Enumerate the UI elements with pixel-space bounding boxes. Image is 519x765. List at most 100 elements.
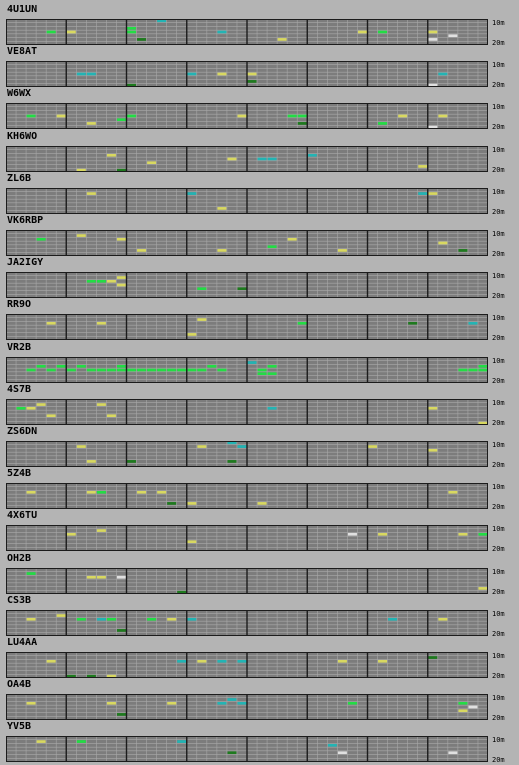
spot-cell [127, 26, 137, 30]
spot-cell [76, 168, 86, 172]
spot-cell [127, 83, 137, 87]
station-callsign: OH2B [7, 552, 32, 564]
spot-cell [448, 34, 458, 38]
spot-cell [96, 403, 106, 406]
station-callsign: 4U1UN [7, 4, 38, 15]
station-callsign: YV5B [7, 721, 32, 733]
spot-cell [147, 160, 157, 164]
spot-cell [307, 153, 317, 157]
spot-grid [6, 694, 488, 721]
spot-cell [116, 276, 126, 280]
spot-cell [247, 360, 257, 364]
band-label-20m: 20m [492, 714, 505, 723]
spot-cell [96, 617, 106, 621]
spot-cell [116, 575, 126, 579]
spot-cell [438, 241, 448, 245]
grid-border [6, 187, 488, 214]
spot-cell [36, 740, 46, 744]
station-row: 4S7B 10m 20m [0, 384, 519, 427]
spot-cell [167, 502, 177, 505]
spot-cell [167, 702, 177, 705]
spot-cell [378, 30, 388, 34]
spot-cell [106, 702, 116, 705]
band-label-20m: 20m [492, 545, 505, 554]
spot-cell [26, 406, 36, 410]
spot-cell [257, 157, 267, 160]
spot-cell [347, 702, 357, 705]
spot-cell [86, 122, 96, 126]
spot-cell [187, 540, 197, 544]
spot-cell [468, 368, 478, 371]
spot-cell [86, 192, 96, 195]
spot-cell [86, 674, 96, 678]
band-label-10m: 10m [492, 736, 505, 745]
spot-cell [106, 368, 116, 371]
spot-cell [56, 115, 66, 118]
spot-cell [96, 368, 106, 371]
spot-grid-canvas [6, 145, 488, 172]
spot-cell [428, 30, 438, 34]
band-label-20m: 20m [492, 292, 505, 301]
grid-border [6, 525, 488, 552]
spot-grid [6, 398, 488, 425]
spot-cell [137, 38, 147, 41]
spot-cell [388, 617, 398, 621]
spot-cell [116, 168, 126, 172]
spot-cell [337, 659, 347, 663]
band-label-10m: 10m [492, 441, 505, 449]
spot-cell [127, 115, 137, 118]
spot-cell [247, 72, 257, 76]
spot-cell [227, 441, 237, 445]
spot-grid-canvas [6, 736, 488, 763]
spot-cell [116, 237, 126, 241]
spot-cell [36, 403, 46, 406]
spot-cell [458, 533, 468, 537]
band-label-20m: 20m [492, 672, 505, 680]
spot-grid-canvas [6, 694, 488, 721]
station-row: 5Z4B 10m 20m [0, 468, 519, 511]
spot-cell [227, 157, 237, 160]
spot-cell [428, 83, 438, 87]
spot-cell [187, 333, 197, 337]
spot-cell [46, 30, 56, 34]
spot-cell [197, 287, 207, 291]
spot-cell [458, 368, 468, 371]
spot-grid [6, 441, 488, 467]
spot-cell [277, 38, 287, 41]
spot-grid [6, 652, 488, 678]
band-label-10m: 10m [492, 19, 505, 27]
spot-cell [458, 702, 468, 705]
band-label-10m: 10m [492, 230, 505, 238]
spot-cell [86, 460, 96, 463]
spot-cell [297, 122, 307, 126]
station-row: LU4AA 10m 20m [0, 637, 519, 680]
spot-grid [6, 61, 488, 88]
spot-cell [86, 575, 96, 579]
band-label-10m: 10m [492, 652, 505, 660]
station-callsign: LU4AA [7, 637, 38, 648]
spot-cell [187, 368, 197, 371]
spot-cell [327, 744, 337, 748]
station-callsign: VR2B [7, 341, 32, 353]
spot-grid [6, 567, 488, 594]
spot-cell [137, 491, 147, 494]
band-label-10m: 10m [492, 694, 505, 703]
spot-cell [257, 502, 267, 505]
spot-grid [6, 103, 488, 130]
spot-cell [86, 368, 96, 371]
station-row: RR9O 10m 20m [0, 299, 519, 342]
spot-cell [127, 368, 137, 371]
spot-cell [76, 72, 86, 76]
spot-cell [267, 406, 277, 410]
spot-grid [6, 187, 488, 214]
spot-grid [6, 609, 488, 636]
spot-grid [6, 145, 488, 172]
spot-grid-canvas [6, 525, 488, 552]
spot-cell [76, 617, 86, 621]
spot-cell [428, 38, 438, 41]
spot-cell [207, 364, 217, 368]
spot-grid-canvas [6, 356, 488, 383]
spot-cell [418, 192, 428, 195]
station-row: KH6WO 10m 20m [0, 131, 519, 174]
grid-border [6, 483, 488, 510]
